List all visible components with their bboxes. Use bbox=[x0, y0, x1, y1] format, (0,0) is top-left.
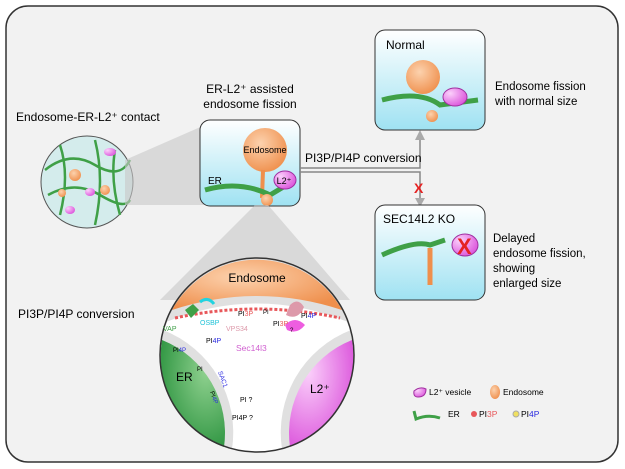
zc-pi4p-2: PI4P bbox=[206, 338, 222, 345]
conversion-left-label: PI3P/PI4P conversion bbox=[18, 307, 135, 321]
zoom-cone-1 bbox=[125, 125, 205, 205]
ko-box bbox=[374, 204, 486, 301]
legend-endosome-label: Endosome bbox=[503, 387, 544, 397]
normal-box bbox=[374, 29, 486, 131]
zc-osbp: OSBP bbox=[200, 320, 220, 327]
block-mark: X bbox=[414, 180, 424, 196]
normal-desc-2: with normal size bbox=[494, 96, 577, 108]
ko-desc-3: showing bbox=[493, 263, 535, 275]
arrow-ko bbox=[300, 171, 421, 200]
legend-pi3p-icon bbox=[471, 411, 477, 417]
legend-l2-icon bbox=[413, 387, 427, 398]
zc-pi3p-1: PI3P bbox=[238, 311, 254, 318]
zc-sec14l3: Sec14l3 bbox=[236, 343, 267, 353]
legend-l2-label: L2⁺ vesicle bbox=[429, 387, 472, 397]
zc-er: ER bbox=[176, 370, 193, 384]
box-er-label: ER bbox=[208, 176, 222, 187]
fission-box bbox=[199, 119, 301, 207]
box-endosome-label: Endosome bbox=[243, 145, 286, 155]
legend bbox=[412, 385, 520, 422]
ko-desc-4: enlarged size bbox=[493, 278, 561, 290]
zoom-circle bbox=[159, 257, 355, 453]
zc-pi-1: PI bbox=[263, 310, 269, 316]
assisted-label-1: ER-L2⁺ assisted bbox=[206, 82, 294, 96]
legend-er-label: ER bbox=[448, 409, 460, 419]
ko-block-mark: X bbox=[457, 234, 472, 259]
legend-pi4p-label: PI4P bbox=[521, 409, 540, 419]
assisted-label-2: endosome fission bbox=[203, 97, 296, 111]
legend-pi4p-icon bbox=[512, 410, 520, 418]
ko-desc-1: Delayed bbox=[493, 233, 535, 245]
zc-pi4p-4: PI4P bbox=[208, 391, 218, 405]
zc-pi3p-2: PI3P bbox=[273, 321, 289, 328]
zc-pi4p-3: PI4P bbox=[173, 348, 186, 354]
legend-endosome-icon bbox=[490, 385, 500, 399]
normal-title: Normal bbox=[386, 38, 425, 52]
zc-l2: L2⁺ bbox=[310, 382, 330, 396]
legend-pi3p-label: PI3P bbox=[479, 409, 498, 419]
ko-title: SEC14L2 KO bbox=[383, 212, 455, 226]
zc-pi4p-q: PI4P ? bbox=[232, 415, 253, 422]
zc-vps34: VPS34 bbox=[226, 326, 248, 333]
zc-vap: VAP bbox=[163, 326, 177, 333]
normal-desc-1: Endosome fission bbox=[495, 81, 586, 93]
zc-q-1: ? bbox=[290, 328, 294, 334]
ko-desc-2: endosome fission, bbox=[493, 248, 586, 260]
zc-endosome: Endosome bbox=[228, 271, 286, 285]
arrow-normal bbox=[300, 138, 421, 169]
zc-pi-q: PI ? bbox=[240, 397, 253, 404]
zc-pi4p-1: PI4P bbox=[301, 313, 317, 320]
legend-er-icon bbox=[412, 410, 441, 422]
zc-pi-2: PI bbox=[197, 367, 203, 373]
conversion-top-label: PI3P/PI4P conversion bbox=[305, 151, 422, 165]
contact-label: Endosome-ER-L2⁺ contact bbox=[16, 110, 160, 124]
box-l2-label: L2⁺ bbox=[277, 176, 292, 186]
contact-circle bbox=[40, 135, 134, 229]
